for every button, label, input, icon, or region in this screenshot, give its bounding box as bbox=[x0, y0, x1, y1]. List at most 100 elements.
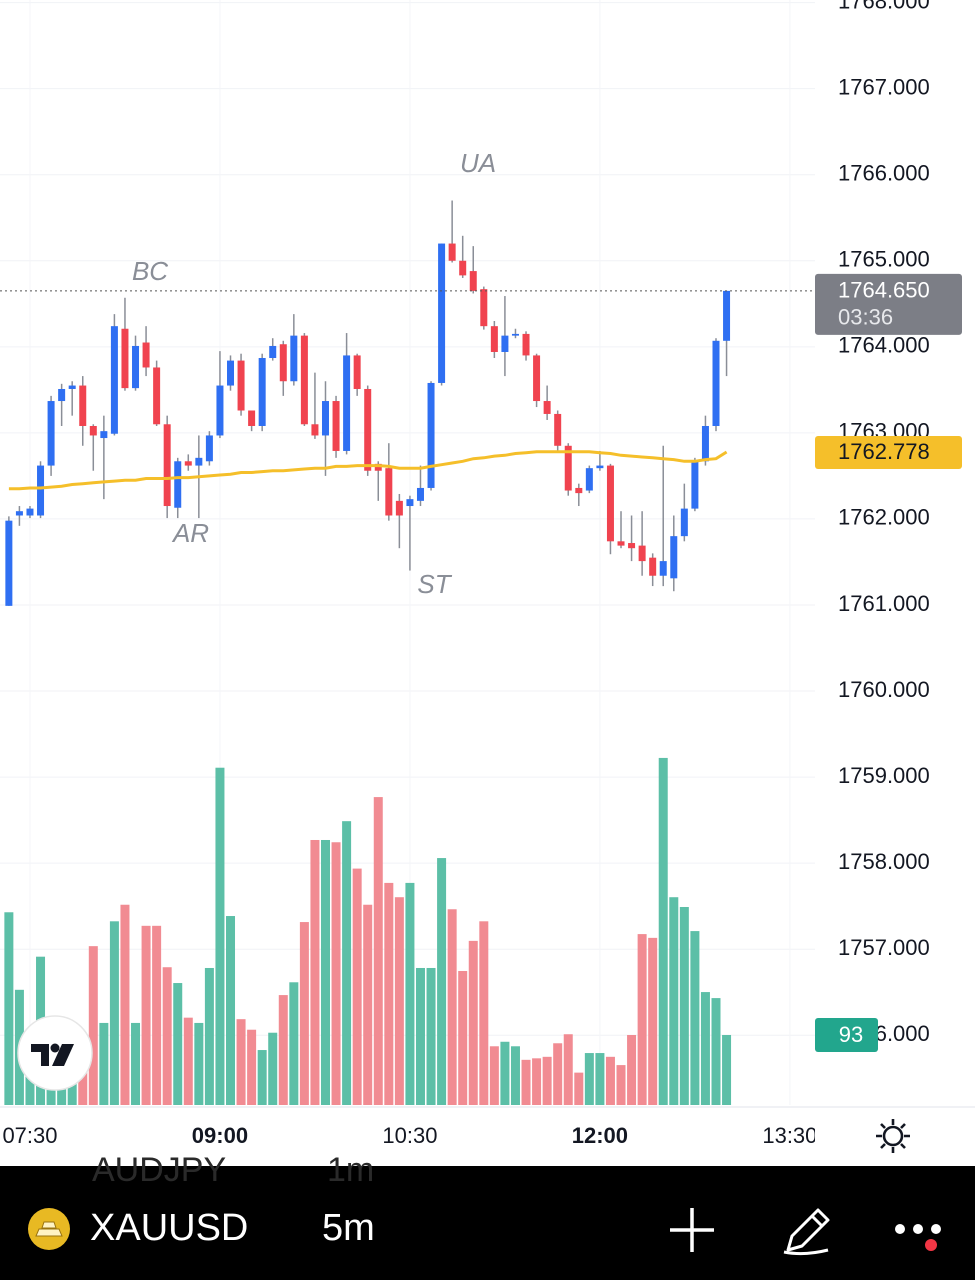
volume-bar bbox=[342, 821, 352, 1105]
volume-bar bbox=[437, 858, 447, 1105]
candle-body bbox=[533, 355, 541, 402]
volume-bar bbox=[4, 912, 14, 1105]
candle-body bbox=[163, 424, 171, 507]
candle-body bbox=[110, 326, 118, 434]
add-button[interactable] bbox=[670, 1208, 714, 1252]
candle-body bbox=[79, 385, 87, 426]
candle-body bbox=[353, 355, 361, 389]
logo[interactable] bbox=[17, 1015, 93, 1091]
candle-body bbox=[490, 326, 498, 352]
volume-bar bbox=[722, 1034, 732, 1105]
volume-bar bbox=[532, 1058, 542, 1105]
y-tick-label: 1761.000 bbox=[838, 591, 930, 616]
volume-bar bbox=[405, 882, 415, 1105]
volume-bar bbox=[595, 1053, 605, 1105]
volume-bar bbox=[320, 839, 330, 1105]
volume-bar bbox=[679, 906, 689, 1105]
volume-label-box bbox=[815, 1017, 878, 1052]
candle-body bbox=[216, 385, 224, 436]
candle-body bbox=[121, 328, 129, 389]
settings-icon[interactable] bbox=[876, 1119, 910, 1153]
candle-body bbox=[269, 345, 277, 359]
candle-body bbox=[385, 468, 393, 516]
x-tick-label: 10:30 bbox=[382, 1123, 437, 1148]
candle-body bbox=[100, 431, 108, 439]
y-tick-label: 1764.000 bbox=[838, 333, 930, 358]
ma-label: 1762.778 bbox=[838, 439, 930, 464]
candle-body bbox=[543, 401, 551, 414]
volume-bar bbox=[700, 992, 710, 1105]
volume-bar bbox=[278, 995, 288, 1105]
candle-body bbox=[258, 358, 266, 426]
candle-body bbox=[248, 410, 256, 426]
candle-body bbox=[480, 289, 488, 327]
candle-body bbox=[153, 367, 161, 425]
candle-body bbox=[701, 425, 709, 462]
volume-bar bbox=[183, 1017, 193, 1105]
price-label: 1764.650 bbox=[838, 278, 930, 303]
candle-body bbox=[195, 457, 203, 466]
candle-body bbox=[26, 508, 34, 516]
candle-body bbox=[691, 461, 699, 509]
volume-bar bbox=[141, 925, 151, 1105]
volume-bar bbox=[553, 1043, 563, 1105]
draw-button[interactable] bbox=[783, 1208, 830, 1256]
more-button[interactable] bbox=[895, 1224, 941, 1251]
volume-bar bbox=[268, 1032, 278, 1105]
volume-bar bbox=[658, 757, 668, 1105]
candle-body bbox=[364, 388, 372, 471]
candle-body bbox=[680, 508, 688, 537]
y-tick-label: 1762.000 bbox=[838, 505, 930, 530]
y-tick-label: 1759.000 bbox=[838, 763, 930, 788]
volume-bar bbox=[109, 921, 119, 1105]
volume-bar bbox=[669, 897, 679, 1105]
candle-body bbox=[448, 243, 456, 261]
candle-body bbox=[416, 487, 424, 501]
volume-bar bbox=[257, 1050, 267, 1105]
candle-body bbox=[564, 445, 572, 491]
volume-bar bbox=[510, 1046, 520, 1105]
volume-bar bbox=[605, 1056, 615, 1105]
candle-body bbox=[438, 243, 446, 383]
volume-bar bbox=[394, 897, 404, 1105]
moving-average bbox=[8, 450, 728, 491]
candle-body bbox=[511, 333, 519, 336]
candle-body bbox=[501, 335, 509, 352]
candle-body bbox=[5, 520, 13, 606]
volume-bar bbox=[247, 1029, 257, 1105]
candle-body bbox=[723, 290, 731, 341]
symbol[interactable]: XAUUSD bbox=[90, 1207, 248, 1249]
volume-bar bbox=[584, 1053, 594, 1105]
candle-body bbox=[205, 435, 213, 462]
y-tick-label: 1766.000 bbox=[838, 161, 930, 186]
volume-bar bbox=[194, 1022, 204, 1105]
volume-bar bbox=[99, 1022, 109, 1105]
annotation: ST bbox=[417, 569, 452, 599]
candle-body bbox=[279, 344, 287, 382]
volume-bar bbox=[162, 967, 172, 1105]
volume-bar bbox=[489, 1046, 499, 1105]
candle-body bbox=[321, 401, 329, 436]
prev-symbol: AUDJPY bbox=[92, 1151, 226, 1189]
symbol-icon bbox=[28, 1208, 70, 1250]
volume-bar bbox=[690, 931, 700, 1105]
volume-bar bbox=[226, 916, 236, 1105]
candle-body bbox=[343, 355, 351, 451]
interval[interactable]: 5m bbox=[322, 1207, 375, 1249]
prev-interval: 1m bbox=[327, 1151, 374, 1189]
y-tick-label: 1768.000 bbox=[838, 0, 930, 13]
volume-bar bbox=[373, 797, 383, 1105]
candle-body bbox=[585, 468, 593, 491]
candle-body bbox=[670, 536, 678, 579]
volume-bar bbox=[468, 940, 478, 1105]
volume-bar bbox=[426, 967, 436, 1105]
candle-body bbox=[132, 345, 140, 389]
volume-bar bbox=[352, 868, 362, 1105]
volume-bar bbox=[88, 946, 98, 1105]
candle-body bbox=[659, 561, 667, 576]
volume-bar bbox=[215, 767, 225, 1105]
volume-bar bbox=[458, 970, 468, 1105]
candle-body bbox=[68, 385, 76, 389]
